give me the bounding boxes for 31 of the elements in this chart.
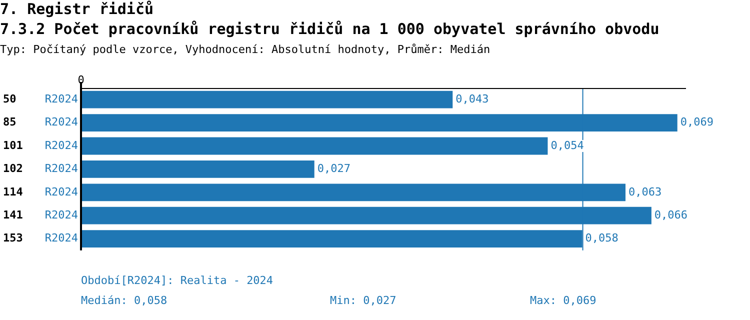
bar (81, 137, 548, 155)
y-tick-label: 50 (3, 92, 16, 106)
text: Min: 0,027 (330, 294, 396, 307)
text: R2024 (44, 185, 78, 198)
bar (81, 160, 314, 178)
text: R2024 (44, 232, 78, 245)
y-tick-label: 85 (3, 116, 16, 129)
data-label: 0,063 (628, 185, 662, 198)
data-label: 0,043 (456, 92, 489, 106)
text: R2024 (44, 138, 78, 152)
y-tick-label: 101 (3, 138, 24, 152)
text: Medián: 0,058 (81, 294, 168, 307)
text: Období[R2024]: Realita - 2024 (81, 274, 274, 287)
chart-title: 7. Registr řidičů (0, 0, 154, 18)
series-label: R2024 (44, 92, 78, 106)
text: R2024 (44, 162, 78, 176)
data-label: 0,066 (654, 208, 688, 222)
y-tick-label: 114 (3, 185, 24, 198)
text: Typ: Počítaný podle vzorce, Vyhodnocení: Absolutní hodnoty, Průměr: Medián (0, 43, 490, 56)
data-label: 0,058 (585, 232, 618, 245)
y-tick-label: 153 (3, 232, 23, 245)
text: Max: 0,069 (530, 294, 596, 307)
data-label: 0,027 (317, 162, 350, 176)
data-label: 0,069 (680, 116, 714, 129)
text: R2024 (44, 116, 78, 129)
text: R2024 (44, 208, 78, 222)
data-label: 0,054 (550, 138, 584, 152)
chart-subtitle: 7.3.2 Počet pracovníků registru řidičů na 1 000 obyvatel správního obvodu (0, 20, 660, 38)
bar (81, 90, 453, 108)
y-tick-label: 102 (3, 162, 23, 176)
y-tick-label: 141 (3, 208, 24, 222)
